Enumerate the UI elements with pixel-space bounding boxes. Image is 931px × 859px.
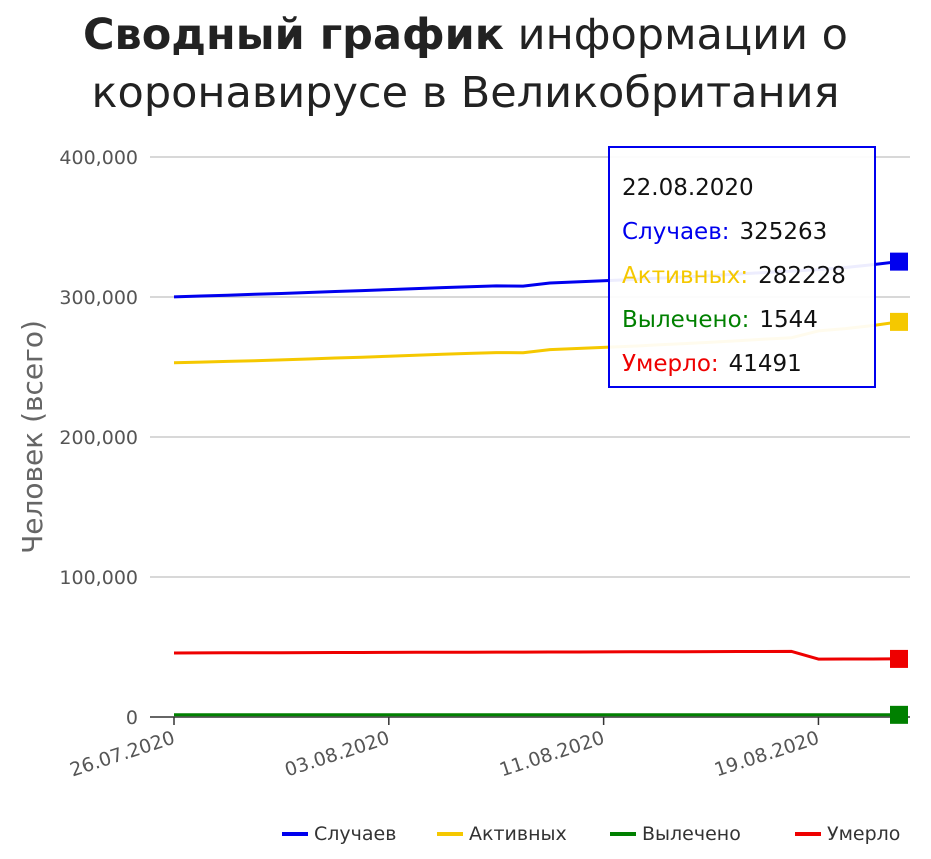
- y-tick-label: 200,000: [59, 427, 138, 449]
- legend-label-0[interactable]: Случаев: [314, 823, 396, 845]
- legend-label-3[interactable]: Умерло: [827, 823, 900, 845]
- x-tick-label: 19.08.2020: [712, 727, 822, 782]
- tooltip-date: 22.08.2020: [622, 175, 754, 201]
- x-axis: 26.07.2020 03.08.2020 11.08.2020 19.08.2020: [67, 717, 822, 781]
- tooltip-value-deaths: 41491: [728, 351, 802, 377]
- x-tick-label: 03.08.2020: [282, 727, 392, 782]
- chart-title-bold: Сводный график: [82, 10, 504, 60]
- tooltip-row-active: Активных: 282228: [622, 254, 874, 298]
- tooltip-label-deaths: Умерло:: [622, 351, 719, 377]
- series-end-marker-1[interactable]: [890, 312, 908, 331]
- legend-label-1[interactable]: Активных: [469, 823, 567, 845]
- tooltip-value-active: 282228: [758, 263, 846, 289]
- chart-title-rest: информации о коронавирусе в Великобритан…: [91, 10, 848, 118]
- x-tick-label: 26.07.2020: [67, 727, 177, 782]
- tooltip: 22.08.2020 Случаев: 325263 Активных: 28222…: [608, 146, 876, 388]
- y-tick-label: 400,000: [59, 147, 138, 169]
- y-axis-label: Человек (всего): [16, 320, 49, 554]
- y-tick-label: 0: [126, 707, 138, 729]
- series-line-3[interactable]: [173, 649, 900, 661]
- series-end-marker-2[interactable]: [890, 705, 908, 724]
- series-end-markers[interactable]: [890, 252, 908, 724]
- tooltip-value-cases: 325263: [739, 219, 828, 245]
- tooltip-label-recovered: Вылечено:: [622, 307, 750, 333]
- series-end-marker-0[interactable]: [890, 252, 908, 271]
- tooltip-label-cases: Случаев:: [622, 219, 730, 245]
- legend-label-2[interactable]: Вылечено: [642, 823, 741, 845]
- chart-title: Сводный график информации о коронавирусе…: [0, 6, 931, 122]
- legend[interactable]: Случаев Активных Вылечено Умерло: [282, 823, 900, 845]
- y-tick-label: 100,000: [59, 567, 138, 589]
- tooltip-row-recovered: Вылечено: 1544: [622, 298, 874, 342]
- tooltip-value-recovered: 1544: [759, 307, 818, 333]
- x-tick-label: 11.08.2020: [497, 727, 607, 782]
- tooltip-row-deaths: Умерло: 41491: [622, 342, 874, 386]
- tooltip-row-cases: Случаев: 325263: [622, 210, 874, 254]
- y-axis-ticks: 0 100,000 200,000 300,000 400,000: [59, 147, 138, 729]
- series-end-marker-3[interactable]: [890, 649, 908, 668]
- y-tick-label: 300,000: [59, 287, 138, 309]
- tooltip-label-active: Активных:: [622, 263, 749, 289]
